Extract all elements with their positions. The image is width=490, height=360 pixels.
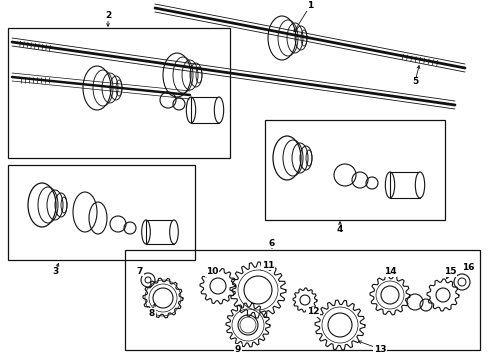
Bar (390, 172, 420, 198)
Text: 11: 11 (262, 261, 274, 270)
Text: 16: 16 (462, 264, 474, 273)
Bar (8, 28, 230, 158)
Text: 5: 5 (412, 77, 418, 86)
Bar (265, 120, 445, 220)
Text: 2: 2 (105, 12, 111, 21)
Text: 14: 14 (384, 267, 396, 276)
Text: 13: 13 (374, 345, 386, 354)
Text: 12: 12 (307, 307, 319, 316)
Bar (191, 97, 219, 123)
Text: 7: 7 (137, 266, 143, 275)
Ellipse shape (170, 220, 178, 244)
Bar (125, 250, 480, 350)
Ellipse shape (416, 172, 425, 198)
Ellipse shape (214, 97, 223, 123)
Text: 15: 15 (444, 267, 456, 276)
Text: 3: 3 (52, 267, 58, 276)
Bar (8, 165, 195, 260)
Bar (146, 220, 174, 244)
Text: 4: 4 (337, 225, 343, 234)
Text: 10: 10 (206, 267, 218, 276)
Text: 9: 9 (235, 345, 241, 354)
Text: 6: 6 (269, 238, 275, 248)
Text: 1: 1 (307, 1, 313, 10)
Text: 8: 8 (149, 309, 155, 318)
